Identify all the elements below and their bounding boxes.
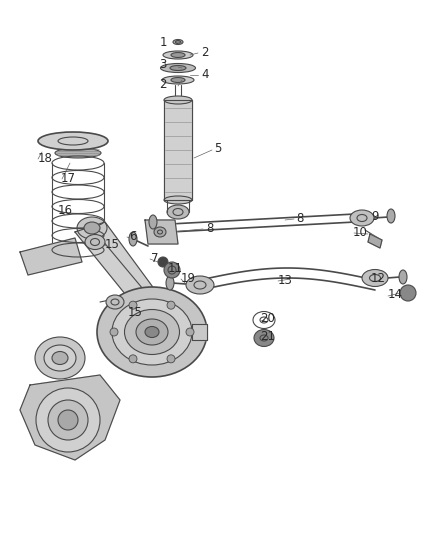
Ellipse shape (112, 299, 192, 365)
Polygon shape (75, 222, 155, 300)
Ellipse shape (171, 77, 185, 83)
Text: 21: 21 (261, 329, 276, 343)
Ellipse shape (85, 235, 105, 249)
Ellipse shape (176, 41, 180, 44)
Text: 2: 2 (159, 77, 167, 91)
Text: 20: 20 (261, 311, 276, 325)
Ellipse shape (350, 210, 374, 226)
Ellipse shape (163, 51, 193, 59)
Text: 8: 8 (297, 212, 304, 224)
Ellipse shape (166, 276, 174, 290)
Circle shape (48, 400, 88, 440)
Ellipse shape (44, 345, 76, 371)
Ellipse shape (164, 96, 192, 104)
Circle shape (167, 301, 175, 309)
Polygon shape (20, 375, 120, 460)
Polygon shape (192, 324, 207, 340)
Ellipse shape (186, 276, 214, 294)
Text: 3: 3 (159, 59, 167, 71)
Text: 4: 4 (201, 68, 209, 80)
Circle shape (400, 285, 416, 301)
Ellipse shape (145, 327, 159, 337)
Polygon shape (164, 100, 192, 200)
Circle shape (110, 328, 118, 336)
Text: 2: 2 (201, 45, 209, 59)
Ellipse shape (77, 217, 107, 239)
Ellipse shape (35, 337, 85, 379)
Text: 10: 10 (353, 225, 367, 238)
Polygon shape (20, 238, 82, 275)
Ellipse shape (173, 39, 183, 44)
Ellipse shape (38, 132, 108, 150)
Ellipse shape (362, 270, 388, 287)
Text: 11: 11 (167, 262, 183, 274)
Polygon shape (368, 234, 382, 248)
Circle shape (164, 262, 180, 278)
Ellipse shape (154, 227, 166, 237)
Text: 6: 6 (129, 230, 137, 243)
Text: 7: 7 (151, 252, 159, 264)
Ellipse shape (52, 351, 68, 365)
Ellipse shape (387, 209, 395, 223)
Ellipse shape (170, 66, 186, 70)
Text: 15: 15 (127, 305, 142, 319)
Text: 12: 12 (371, 271, 385, 285)
Text: 16: 16 (57, 204, 73, 216)
Text: 13: 13 (278, 273, 293, 287)
Ellipse shape (254, 329, 274, 346)
Text: 14: 14 (388, 288, 403, 302)
Ellipse shape (149, 215, 157, 229)
Ellipse shape (164, 196, 192, 204)
Circle shape (58, 410, 78, 430)
Circle shape (186, 328, 194, 336)
Ellipse shape (162, 76, 194, 84)
Circle shape (129, 355, 137, 363)
Ellipse shape (97, 287, 207, 377)
Ellipse shape (124, 310, 180, 354)
Text: 8: 8 (206, 222, 214, 235)
Ellipse shape (167, 205, 189, 219)
Text: 1: 1 (159, 36, 167, 49)
Text: 9: 9 (371, 209, 379, 222)
Ellipse shape (136, 319, 168, 345)
Text: 5: 5 (214, 141, 222, 155)
Ellipse shape (171, 52, 185, 58)
Ellipse shape (129, 232, 137, 246)
Ellipse shape (160, 63, 195, 72)
Ellipse shape (399, 270, 407, 284)
Ellipse shape (55, 148, 101, 158)
Polygon shape (145, 220, 178, 244)
Text: 19: 19 (180, 271, 195, 285)
Circle shape (167, 355, 175, 363)
Circle shape (158, 257, 168, 267)
Text: 17: 17 (60, 172, 75, 184)
Circle shape (129, 301, 137, 309)
Circle shape (36, 388, 100, 452)
Text: 18: 18 (38, 151, 53, 165)
Text: 15: 15 (105, 238, 120, 252)
Ellipse shape (84, 222, 100, 234)
Ellipse shape (106, 295, 124, 309)
